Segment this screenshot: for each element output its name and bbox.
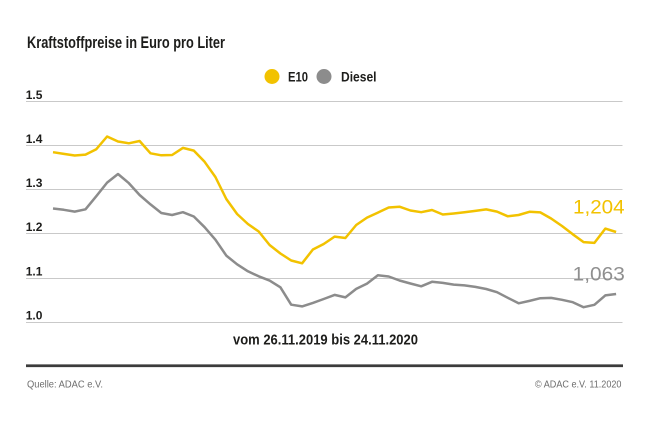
svg-text:1.5: 1.5 [26,88,43,102]
svg-text:1.0: 1.0 [26,308,43,322]
svg-text:1,063: 1,063 [573,263,625,285]
svg-text:Quelle: ADAC e.V.: Quelle: ADAC e.V. [27,378,103,390]
svg-text:1.4: 1.4 [26,132,43,146]
svg-text:1,204: 1,204 [573,197,625,219]
svg-text:E10: E10 [288,69,308,85]
svg-text:© ADAC e.V. 11.2020: © ADAC e.V. 11.2020 [535,378,622,390]
svg-text:vom 26.11.2019 bis 24.11.2020: vom 26.11.2019 bis 24.11.2020 [233,331,418,348]
svg-text:1.1: 1.1 [26,264,43,278]
svg-text:Diesel: Diesel [341,69,377,85]
svg-text:1.2: 1.2 [26,220,43,234]
svg-text:Kraftstoffpreise in Euro pro L: Kraftstoffpreise in Euro pro Liter [27,33,225,52]
svg-text:1.3: 1.3 [26,176,43,190]
